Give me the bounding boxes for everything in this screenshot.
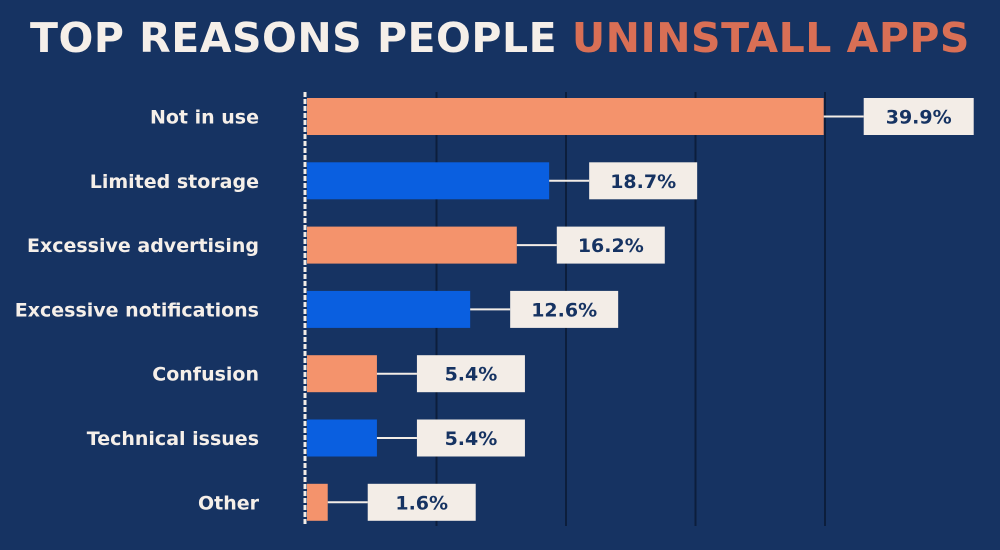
value-label: 39.9%: [886, 107, 952, 129]
value-label: 5.4%: [445, 364, 498, 386]
bar: [307, 162, 550, 200]
value-label: 5.4%: [445, 428, 498, 450]
bar: [307, 419, 377, 457]
value-label-box: [416, 355, 525, 393]
bar: [307, 483, 328, 521]
value-label: 12.6%: [531, 299, 597, 321]
value-label-box: [510, 290, 619, 328]
value-label-box: [367, 483, 476, 521]
title-accent: UNINSTALL APPS: [571, 14, 970, 62]
value-label: 18.7%: [610, 171, 676, 193]
category-label: Limited storage: [90, 171, 259, 193]
bar: [307, 98, 824, 135]
category-label: Technical issues: [87, 428, 259, 450]
value-label: 16.2%: [578, 235, 644, 257]
category-label: Confusion: [152, 364, 259, 386]
value-label-box: [556, 226, 665, 264]
category-label: Excessive notifications: [15, 299, 259, 321]
value-label-box: [863, 98, 974, 135]
bar: [307, 290, 471, 328]
category-label: Excessive advertising: [27, 235, 259, 257]
category-label: Not in use: [150, 107, 259, 129]
bar: [307, 226, 517, 264]
chart-title: TOP REASONS PEOPLE UNINSTALL APPS: [0, 14, 1000, 62]
title-prefix: TOP REASONS PEOPLE: [30, 14, 558, 62]
value-label: 1.6%: [395, 492, 448, 514]
bar: [307, 355, 377, 393]
category-label: Other: [198, 492, 260, 514]
value-label-box: [589, 162, 698, 200]
value-label-box: [416, 419, 525, 457]
